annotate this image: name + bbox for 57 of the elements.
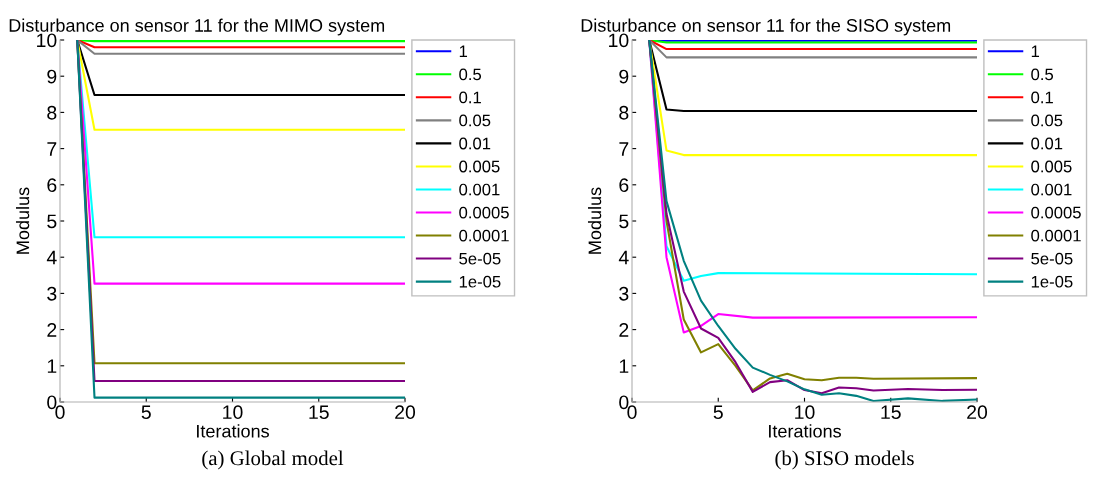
y-tick-label: 8 [619,105,629,120]
y-tick-label: 7 [47,142,57,156]
y-tick-label: 7 [619,142,629,156]
y-tick-label: 2 [619,323,629,337]
legend-label: 0.001 [459,183,500,196]
legend-label: 0.5 [459,68,482,81]
x-axis-title: Iterations [769,424,841,438]
y-tick-label: 1 [47,359,57,373]
legend-label: 1e-05 [459,275,501,288]
legend-label: 1 [459,45,468,58]
legend-label: 0.01 [459,137,491,150]
y-tick-label: 0 [47,395,57,410]
x-tick-label: 5 [713,405,723,420]
y-tick-label: 9 [619,69,629,84]
y-tick-label: 4 [618,250,629,265]
legend-label: 0.1 [459,91,481,104]
legend-label: 0.05 [1031,114,1063,127]
y-tick-label: 3 [47,286,57,301]
legend-label: 0.1 [1031,91,1053,104]
x-tick-label: 10 [223,405,243,420]
y-tick-label: 5 [47,214,57,229]
legend-label: 0.01 [1031,137,1063,150]
legend-label: 1 [1031,45,1040,58]
x-axis-title: Iterations [197,424,269,438]
x-tick-label: 20 [395,405,416,420]
y-tick-label: 6 [47,178,57,193]
legend-label: 5e-05 [459,252,501,265]
line-series [648,40,977,334]
x-tick-label: 10 [795,405,815,420]
legend-label: 0.0005 [1031,206,1081,219]
legend-label: 0.0005 [459,206,509,219]
y-tick-label: 1 [619,359,629,373]
legend-label: 0.005 [459,160,500,173]
y-axis-title: Modulus [587,187,602,254]
text: (a) Global model [202,450,344,470]
text: (b) SISO models [775,450,914,470]
y-axis-title: Modulus [15,187,30,254]
legend-label: 0.0001 [459,229,509,242]
y-tick-label: 0 [619,395,629,410]
legend-label: 0.05 [459,114,491,127]
y-tick-label: 3 [619,286,629,301]
y-tick-label: 6 [619,178,629,193]
legend-label: 0.005 [1031,160,1072,173]
x-tick-label: 15 [309,405,329,420]
y-tick-label: 4 [46,250,57,265]
y-tick-label: 2 [47,323,57,337]
y-tick-label: 5 [619,214,629,229]
legend-label: 1e-05 [1031,275,1073,288]
legend-label: 0.0001 [1031,229,1081,242]
y-tick-label: 9 [47,69,57,84]
x-tick-label: 15 [881,405,901,420]
legend-label: 5e-05 [1031,252,1073,265]
legend-label: 0.001 [1031,183,1072,196]
x-tick-label: 20 [967,405,988,420]
legend-label: 0.5 [1031,68,1054,81]
x-tick-label: 5 [141,405,151,420]
y-tick-label: 8 [47,105,57,120]
